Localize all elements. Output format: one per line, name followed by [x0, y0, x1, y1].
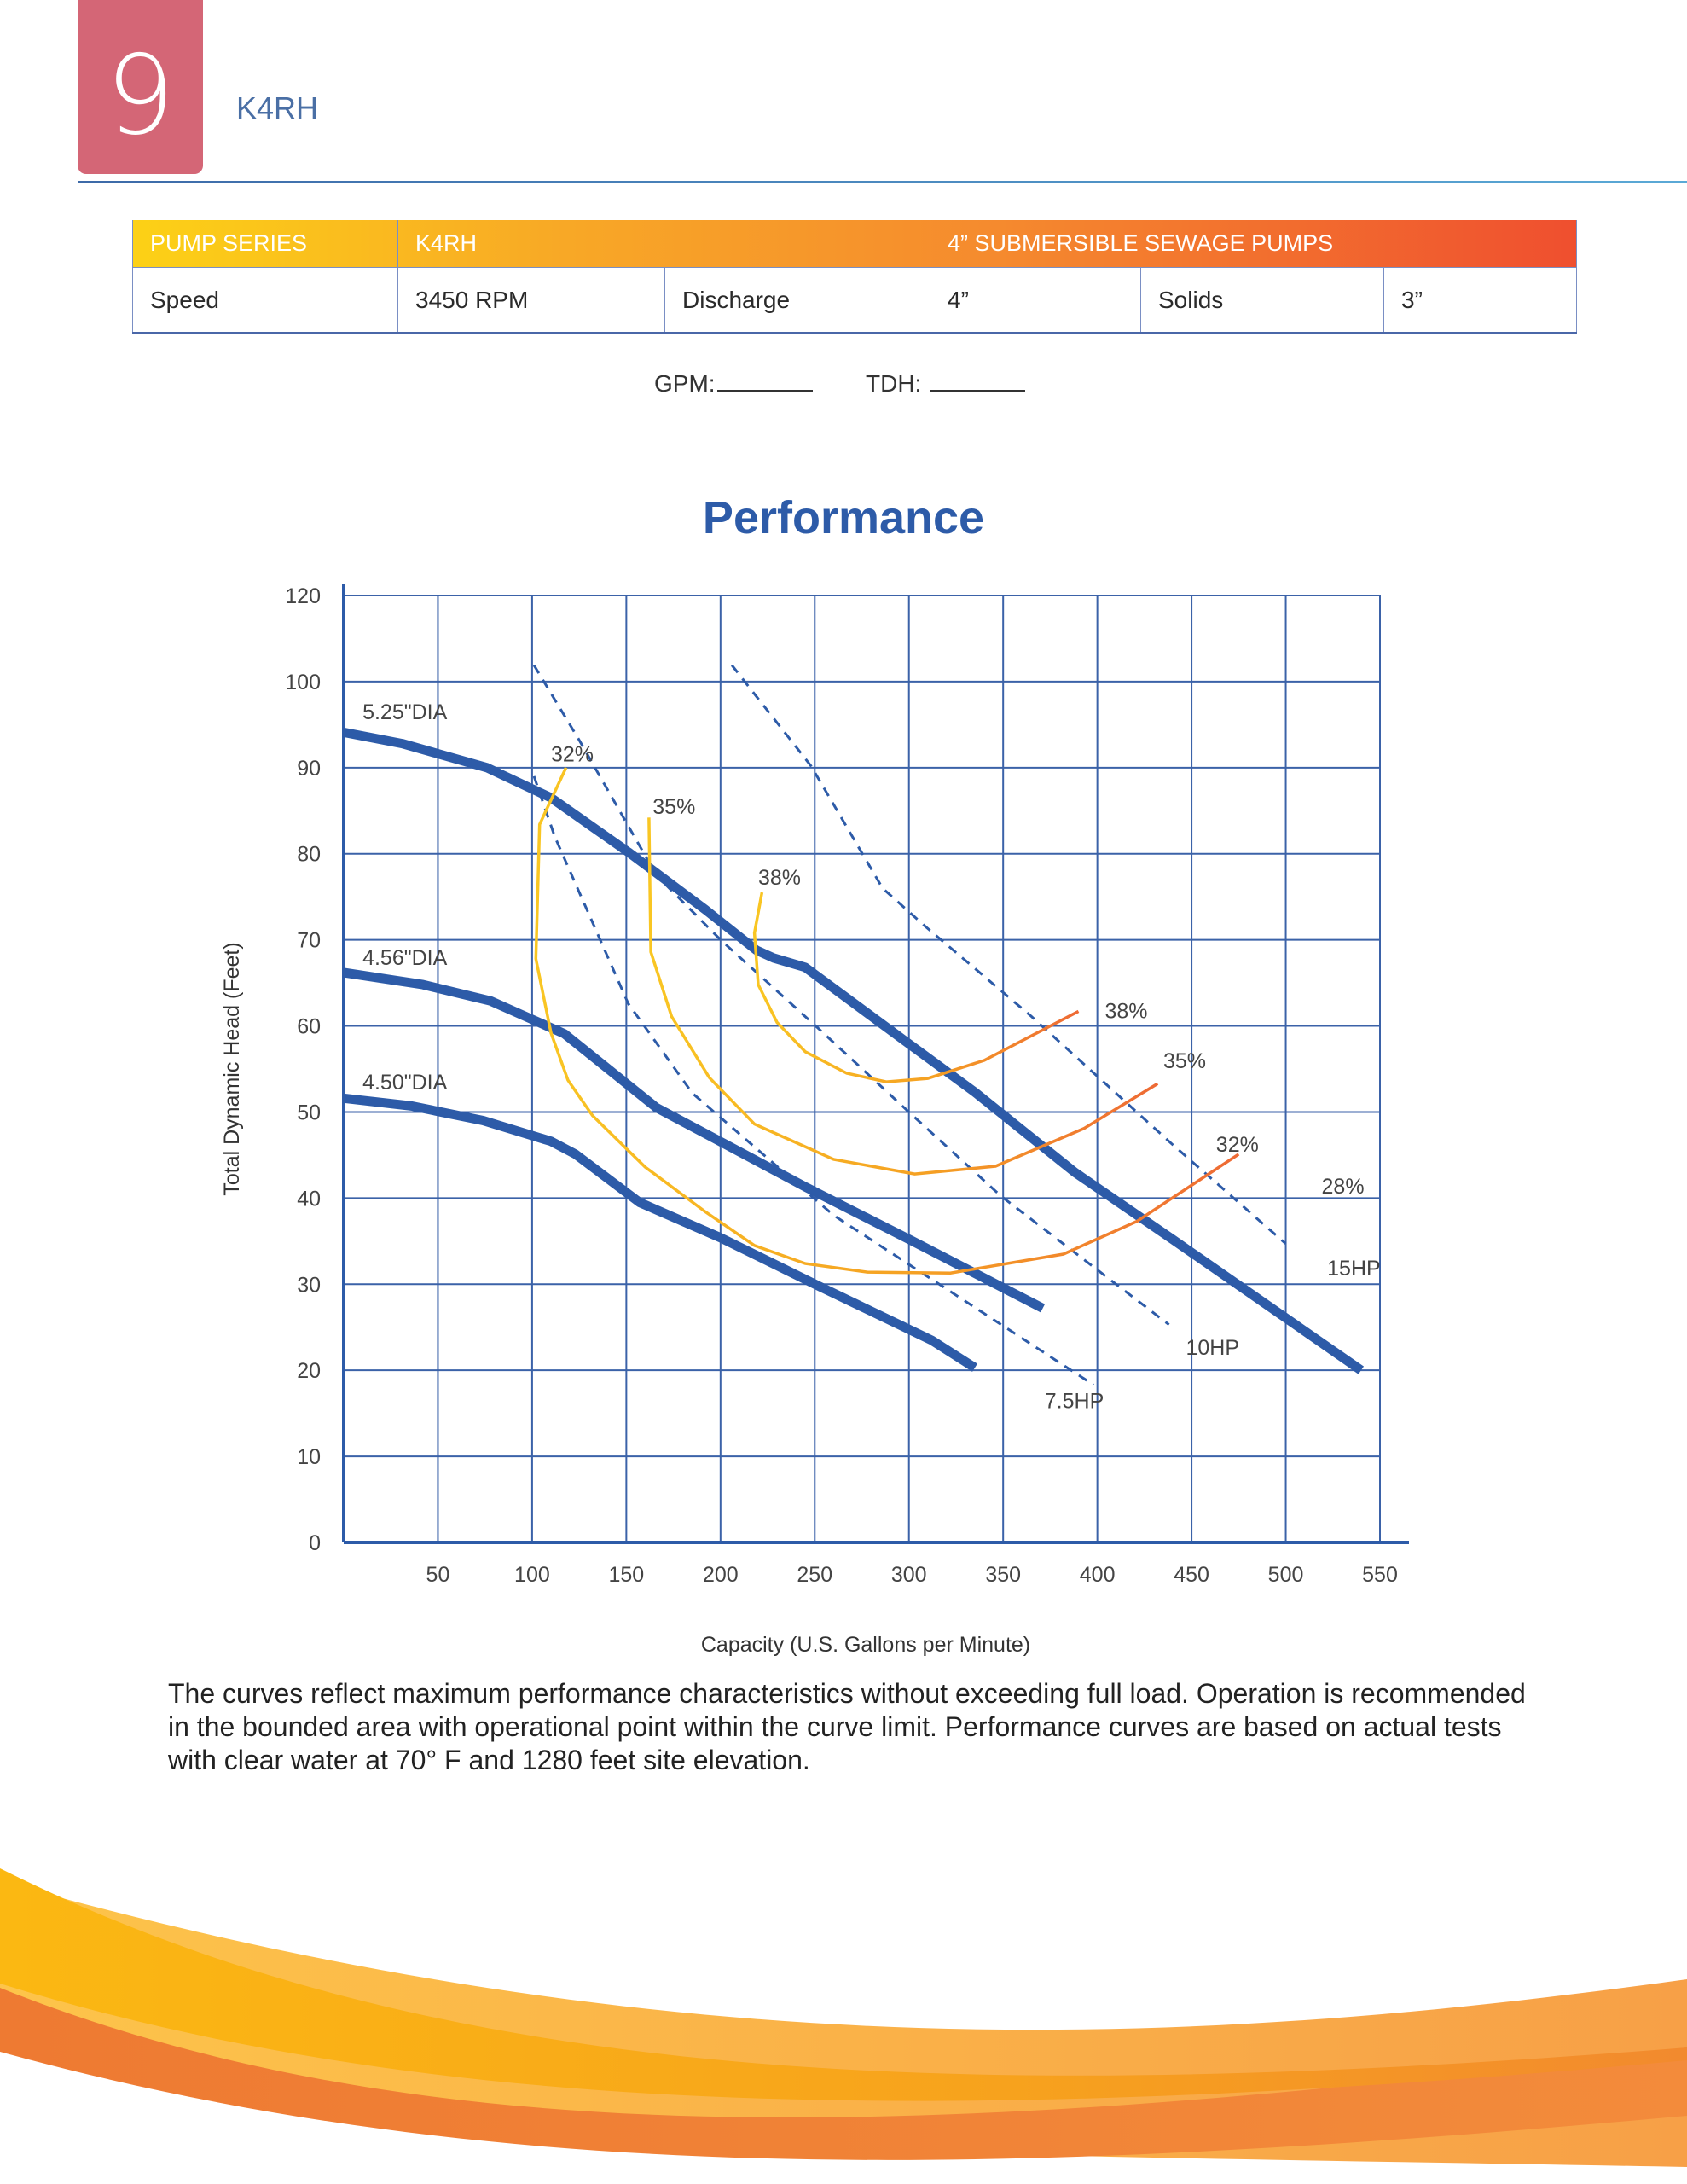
impeller-curve-5-25-dia	[342, 727, 1365, 1374]
x-tick-label: 400	[1080, 1563, 1116, 1587]
series-label: 4.56"DIA	[362, 946, 448, 970]
footnote: The curves reflect maximum performance c…	[168, 1678, 1526, 1775]
efficiency-curve-35-	[647, 817, 1159, 1176]
y-tick-label: 0	[309, 1531, 321, 1555]
series-label: 15HP	[1327, 1257, 1381, 1281]
power-curve-15hp	[730, 664, 1287, 1245]
y-tick-label: 70	[297, 929, 321, 953]
x-tick-label: 350	[985, 1563, 1021, 1587]
spec-table-row: Speed 3450 RPM Discharge 4” Solids 3”	[132, 267, 1577, 334]
pump-series-value: K4RH	[397, 220, 930, 268]
y-tick-label: 80	[297, 843, 321, 867]
power-curve-7-5hp	[532, 775, 1095, 1386]
tdh-blank	[930, 390, 1026, 392]
x-tick-label: 550	[1362, 1563, 1398, 1587]
series-label: 10HP	[1186, 1336, 1239, 1360]
y-tick-label: 90	[297, 757, 321, 781]
spec-table: PUMP SERIES K4RH 4” SUBMERSIBLE SEWAGE P…	[132, 220, 1577, 334]
pump-type: 4” SUBMERSIBLE SEWAGE PUMPS	[930, 220, 1577, 268]
x-tick-label: 150	[609, 1563, 645, 1587]
speed-label: Speed	[132, 267, 398, 334]
gpm-blank	[716, 390, 813, 392]
gpm-field: GPM:	[654, 370, 813, 398]
x-tick-label: 200	[703, 1563, 739, 1587]
solids-label: Solids	[1140, 267, 1384, 334]
y-tick-label: 40	[297, 1187, 321, 1211]
series-label: 4.50"DIA	[362, 1071, 448, 1095]
y-tick-label: 30	[297, 1273, 321, 1297]
series-label: 35%	[652, 795, 695, 819]
x-tick-label: 450	[1174, 1563, 1209, 1587]
speed-value: 3450 RPM	[397, 267, 665, 334]
tdh-label: TDH:	[866, 370, 922, 397]
chart-title: Performance	[702, 492, 985, 543]
efficiency-label-end: 38%	[1104, 999, 1147, 1023]
page-number: 9	[105, 32, 176, 160]
gpm-label: GPM:	[654, 370, 716, 397]
y-tick-label: 120	[285, 584, 321, 608]
solids-value: 3”	[1383, 267, 1577, 334]
annotation-label: 28%	[1322, 1175, 1365, 1199]
page-number-tab: 9	[78, 0, 203, 174]
discharge-label: Discharge	[664, 267, 930, 334]
impeller-curve-4-50-dia	[343, 1093, 977, 1372]
decorative-swoosh	[0, 1868, 1687, 2167]
efficiency-curve-38-	[752, 892, 1080, 1083]
x-tick-label: 250	[797, 1563, 832, 1587]
model-heading: K4RH	[236, 90, 319, 125]
series-label: 7.5HP	[1045, 1390, 1104, 1414]
series-label: 5.25"DIA	[362, 700, 448, 724]
y-axis-title: Total Dynamic Head (Feet)	[220, 942, 244, 1195]
performance-chart: 0 10 20 30 40 50 60 70 80 90 100 120 50 100 150 200 250 3…	[220, 584, 1409, 1657]
power-curve-10hp	[532, 664, 1170, 1326]
series-label: 32%	[551, 743, 594, 767]
y-tick-label: 20	[297, 1359, 321, 1383]
spec-table-header: PUMP SERIES K4RH 4” SUBMERSIBLE SEWAGE P…	[132, 220, 1577, 268]
pump-series-label: PUMP SERIES	[132, 220, 398, 268]
efficiency-curve-32-	[534, 767, 1240, 1275]
x-tick-label: 50	[426, 1563, 450, 1587]
efficiency-label-end: 32%	[1216, 1133, 1259, 1157]
y-tick-label: 100	[285, 671, 321, 694]
x-axis-title: Capacity (U.S. Gallons per Minute)	[701, 1633, 1030, 1657]
series-label: 38%	[758, 866, 801, 890]
x-tick-label: 500	[1268, 1563, 1304, 1587]
header-divider	[78, 181, 1687, 183]
tdh-field: TDH:	[866, 370, 1026, 398]
x-tick-label: 300	[891, 1563, 927, 1587]
impeller-curve-4-56-dia	[343, 967, 1046, 1313]
y-tick-label: 10	[297, 1445, 321, 1469]
efficiency-label-end: 35%	[1163, 1049, 1206, 1073]
y-tick-label: 50	[297, 1101, 321, 1124]
discharge-value: 4”	[930, 267, 1141, 334]
y-tick-label: 60	[297, 1015, 321, 1039]
x-tick-label: 100	[514, 1563, 550, 1587]
